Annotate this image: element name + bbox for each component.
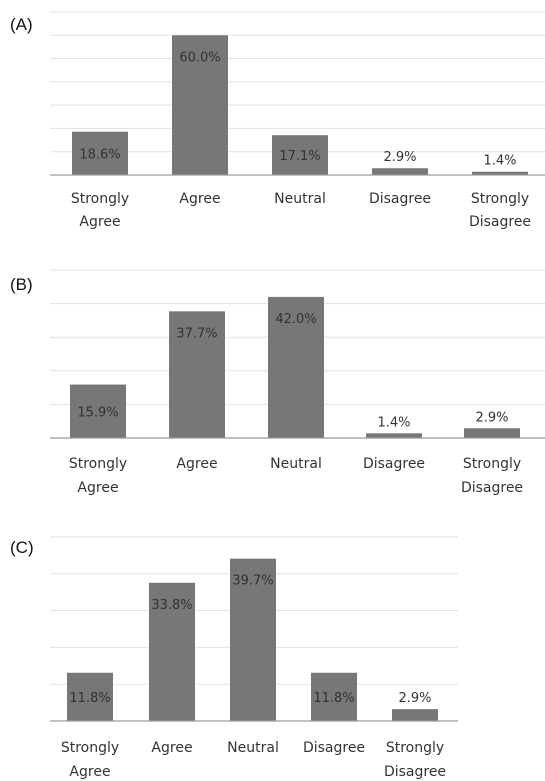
chart-panel-c: (C) 11.8% 33.8% 39.7% 11.8% 2.9% Strongly Agree… — [10, 536, 458, 780]
bar-strongly-disagree — [392, 709, 438, 721]
bar-agree — [149, 582, 195, 721]
bar-agree — [172, 35, 228, 176]
data-label: 42.0% — [275, 312, 316, 327]
x-tick-label: Disagree — [369, 191, 431, 207]
data-label: 15.9% — [77, 405, 118, 420]
data-label: 39.7% — [232, 574, 273, 589]
x-tick-label: Agree — [176, 456, 217, 472]
panel-label: (B) — [10, 275, 33, 294]
bar-strongly-agree — [67, 672, 113, 721]
bar-strongly-disagree — [472, 171, 528, 175]
x-tick-label: Strongly Agree — [61, 740, 119, 780]
data-label: 2.9% — [475, 410, 508, 425]
data-label: 2.9% — [383, 150, 416, 165]
bar-strongly-agree — [72, 131, 128, 175]
bar-neutral — [268, 296, 324, 438]
bar-neutral — [230, 558, 276, 721]
bar-strongly-disagree — [464, 428, 520, 438]
data-label: 2.9% — [398, 691, 431, 706]
bar-disagree — [372, 168, 428, 175]
data-label: 17.1% — [279, 149, 320, 164]
bar-disagree — [366, 433, 422, 438]
bar-strongly-agree — [70, 384, 126, 438]
data-label: 37.7% — [176, 326, 217, 341]
x-tick-label: Neutral — [270, 456, 322, 472]
x-tick-label: Neutral — [227, 740, 279, 756]
panel-label: (A) — [10, 15, 33, 34]
bar-disagree — [311, 672, 357, 721]
data-label: 1.4% — [483, 154, 516, 169]
data-label: 60.0% — [179, 50, 220, 65]
x-tick-label: Agree — [179, 191, 220, 207]
x-tick-label: Strongly Agree — [71, 191, 129, 230]
x-tick-label: Strongly Agree — [69, 456, 127, 496]
x-tick-label: Neutral — [274, 191, 326, 207]
x-tick-label: Agree — [151, 740, 192, 756]
x-tick-label: Disagree — [303, 740, 365, 756]
data-label: 11.8% — [69, 691, 110, 706]
chart-panel-b: (B) 15.9% 37.7% 42.0% 1.4% 2.9% Strongly Agree A… — [10, 269, 545, 496]
bar-agree — [169, 311, 225, 438]
bar-neutral — [272, 135, 328, 175]
data-label: 1.4% — [377, 415, 410, 430]
data-label: 11.8% — [313, 691, 354, 706]
data-label: 33.8% — [151, 598, 192, 613]
x-tick-label: Strongly Disagree — [384, 740, 446, 780]
x-tick-label: Disagree — [363, 456, 425, 472]
x-tick-label: Strongly Disagree — [461, 456, 523, 496]
x-tick-label: Strongly Disagree — [469, 191, 531, 230]
chart-panel-a: (A) 18.6% 60.0% 17.1% 2.9% 1.4% Strongly Agree A… — [10, 11, 545, 230]
panel-label: (C) — [10, 538, 34, 557]
data-label: 18.6% — [79, 147, 120, 162]
